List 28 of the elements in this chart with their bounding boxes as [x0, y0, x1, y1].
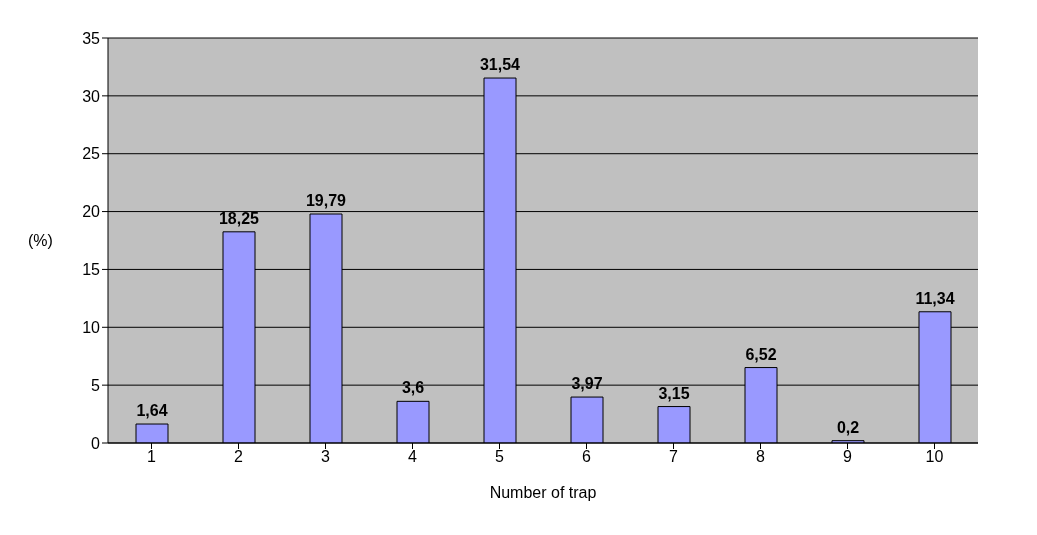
x-axis-title: Number of trap: [489, 484, 597, 501]
y-tick-label: 20: [82, 203, 101, 221]
y-tick-label: 10: [82, 318, 101, 336]
y-axis-title: (%): [28, 232, 53, 250]
data-label: 1,64: [136, 402, 168, 420]
data-label: 11,34: [915, 289, 955, 307]
data-label: 31,54: [479, 56, 521, 74]
x-tick-label: 2: [234, 448, 244, 466]
y-tick-label: 15: [82, 261, 101, 279]
x-tick-label: 4: [408, 448, 418, 466]
y-tick-label: 5: [91, 376, 101, 394]
y-tick-label: 0: [91, 434, 101, 452]
x-tick-label: 5: [495, 448, 505, 466]
data-label: 6,52: [745, 345, 777, 363]
data-label: 0,2: [836, 418, 860, 436]
y-tick-label: 35: [82, 29, 101, 47]
y-tick-label: 25: [82, 145, 101, 163]
x-tick-label: 8: [756, 448, 766, 466]
data-label: 18,25: [218, 209, 260, 227]
data-label: 3,15: [658, 384, 690, 402]
data-label: 19,79: [305, 192, 347, 209]
x-tick-label: 1: [147, 448, 157, 466]
y-tick-label: 30: [82, 87, 101, 105]
x-tick-label: 10: [925, 448, 944, 466]
x-tick-label: 7: [669, 448, 679, 466]
x-tick-label: 9: [843, 448, 853, 466]
x-tick-label: 3: [321, 448, 331, 466]
x-tick-label: 6: [582, 448, 592, 466]
